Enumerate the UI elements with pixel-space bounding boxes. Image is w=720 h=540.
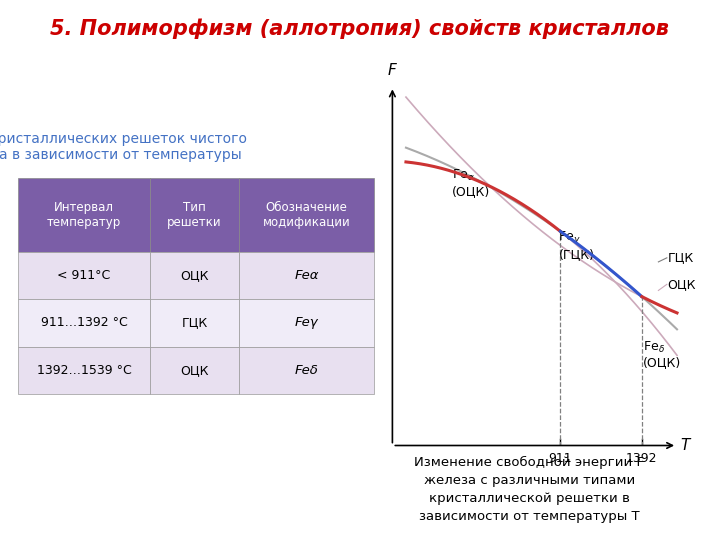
Text: ГЦК: ГЦК <box>667 251 694 264</box>
Text: Feδ: Feδ <box>294 364 319 377</box>
Text: Типы кристаллических решеток чистого
железа в зависимости от температуры: Типы кристаллических решеток чистого жел… <box>0 132 247 163</box>
Text: 1392: 1392 <box>626 451 657 464</box>
FancyBboxPatch shape <box>18 252 150 299</box>
Text: Интервал
температур: Интервал температур <box>47 201 121 229</box>
Text: 5. Полиморфизм (аллотропия) свойств кристаллов: 5. Полиморфизм (аллотропия) свойств крис… <box>50 19 670 39</box>
FancyBboxPatch shape <box>18 178 150 252</box>
Text: Тип
решетки: Тип решетки <box>167 201 222 229</box>
Text: 911…1392 °C: 911…1392 °C <box>40 316 127 329</box>
FancyBboxPatch shape <box>239 299 374 347</box>
FancyBboxPatch shape <box>239 252 374 299</box>
Text: Обозначение
модификации: Обозначение модификации <box>263 201 351 229</box>
Text: Feα: Feα <box>294 269 319 282</box>
FancyBboxPatch shape <box>150 347 239 394</box>
Text: < 911°C: < 911°C <box>58 269 111 282</box>
Text: Изменение свободной энергии F
железа с различными типами
кристаллической решетки: Изменение свободной энергии F железа с р… <box>414 456 644 523</box>
Text: $T$: $T$ <box>680 437 693 454</box>
Text: 1392…1539 °C: 1392…1539 °C <box>37 364 131 377</box>
FancyBboxPatch shape <box>18 299 150 347</box>
Text: Fe$_γ$
(ГЦК): Fe$_γ$ (ГЦК) <box>559 230 595 261</box>
Text: 911: 911 <box>549 451 572 464</box>
Text: ОЦК: ОЦК <box>180 269 209 282</box>
Text: Fe$_α$
(ОЦК): Fe$_α$ (ОЦК) <box>451 168 490 198</box>
Text: Feγ: Feγ <box>295 316 318 329</box>
FancyBboxPatch shape <box>150 252 239 299</box>
FancyBboxPatch shape <box>150 299 239 347</box>
FancyBboxPatch shape <box>18 347 150 394</box>
Text: ОЦК: ОЦК <box>667 278 696 291</box>
Text: $F$: $F$ <box>387 62 398 78</box>
FancyBboxPatch shape <box>150 178 239 252</box>
Text: ГЦК: ГЦК <box>181 316 207 329</box>
Text: Fe$_δ$
(ОЦК): Fe$_δ$ (ОЦК) <box>643 340 681 369</box>
FancyBboxPatch shape <box>239 347 374 394</box>
Text: ОЦК: ОЦК <box>180 364 209 377</box>
FancyBboxPatch shape <box>239 178 374 252</box>
